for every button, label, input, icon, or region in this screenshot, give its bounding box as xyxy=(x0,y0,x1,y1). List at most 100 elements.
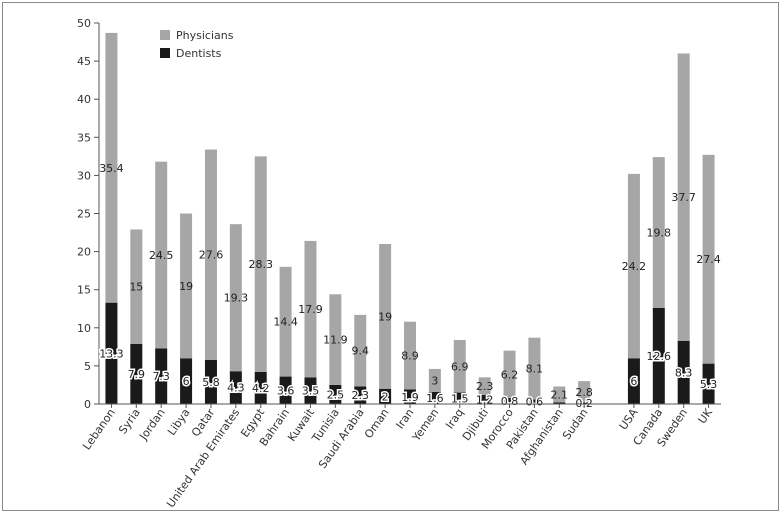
x-tick-label: Libya xyxy=(165,406,193,438)
bar-physicians xyxy=(404,321,416,390)
data-label-dentists: 1.9 xyxy=(401,391,419,404)
bar-dentists xyxy=(229,371,242,404)
bar-physicians xyxy=(578,381,591,403)
data-label-physicians: 19.8 xyxy=(647,227,672,240)
data-label-physicians: 15 xyxy=(129,281,143,294)
y-tick-label: 25 xyxy=(77,208,91,221)
data-label-physicians: 8.1 xyxy=(526,363,544,376)
bar-physicians xyxy=(503,350,516,398)
bar-dentists xyxy=(130,343,143,404)
bar-dentists xyxy=(478,394,491,404)
x-tick-label: Iran xyxy=(393,406,416,431)
stacked-bar-chart: 0 5 10 15 20 25 30 35 40 45 50 35.4 13.3 15 7.9 24.5 7.… xyxy=(77,17,721,510)
x-tick-label: Yemen xyxy=(409,406,441,444)
data-label-physicians: 27.4 xyxy=(696,253,721,266)
bar-dentists xyxy=(627,358,640,404)
data-label-physicians: 9.4 xyxy=(351,345,369,358)
x-tick-label: Lebanon xyxy=(80,406,118,452)
bar-dentists xyxy=(453,392,466,404)
bar-physicians xyxy=(453,339,466,393)
y-tick-label: 0 xyxy=(84,398,91,411)
bar-physicians xyxy=(254,156,267,372)
legend-swatch-physicians xyxy=(160,30,170,40)
legend: Physicians Dentists xyxy=(160,29,234,60)
bar-dentists xyxy=(428,391,441,404)
bar-physicians xyxy=(354,314,367,387)
data-label-physicians: 6.9 xyxy=(451,360,469,373)
bar-dentists xyxy=(254,371,267,404)
bar-dentists xyxy=(404,389,416,404)
y-tick-label: 35 xyxy=(77,131,91,144)
data-label-physicians: 28.3 xyxy=(248,258,273,271)
bar-physicians xyxy=(702,154,715,364)
bar-physicians xyxy=(130,229,143,344)
bar-dentists xyxy=(304,377,317,404)
data-label-dentists: 6 xyxy=(630,375,637,388)
data-label-physicians: 17.9 xyxy=(298,303,323,316)
bar-dentists xyxy=(180,358,193,404)
data-label-physicians: 11.9 xyxy=(323,334,348,347)
bar-dentists xyxy=(105,302,118,404)
bar-physicians xyxy=(553,386,566,403)
bar-physicians xyxy=(329,294,342,385)
data-label-physicians: 14.4 xyxy=(273,316,298,329)
data-label-dentists: 4.2 xyxy=(252,382,270,395)
y-tick-label: 30 xyxy=(77,169,91,182)
bar-dentists xyxy=(503,397,516,404)
data-label-dentists: 5.3 xyxy=(700,378,718,391)
bar-dentists xyxy=(677,340,690,404)
x-tick-label: UK xyxy=(696,406,716,427)
data-label-physicians: 3 xyxy=(431,374,438,387)
y-tick-label: 10 xyxy=(77,322,91,335)
bar-dentists xyxy=(204,359,217,404)
data-label-physicians: 8.9 xyxy=(401,350,419,363)
bar-physicians xyxy=(379,243,392,389)
bar-dentists xyxy=(528,399,541,404)
bar-dentists xyxy=(354,386,367,404)
bar-physicians xyxy=(304,240,317,378)
legend-swatch-dentists xyxy=(160,48,170,58)
data-label-dentists: 3.5 xyxy=(302,385,320,398)
bar-physicians xyxy=(478,377,491,395)
data-label-physicians: 19.3 xyxy=(224,292,249,305)
data-label-physicians: 24.2 xyxy=(622,260,647,273)
bar-physicians xyxy=(155,161,168,349)
data-label-physicians: 19 xyxy=(179,280,193,293)
data-label-dentists: 2.3 xyxy=(351,389,369,402)
bar-dentists xyxy=(155,348,168,404)
data-label-dentists: 6 xyxy=(183,375,190,388)
bar-dentists xyxy=(652,307,665,404)
y-axis: 0 5 10 15 20 25 30 35 40 45 50 xyxy=(77,17,100,411)
bars xyxy=(105,32,715,404)
data-label-dentists: 12.6 xyxy=(647,350,672,363)
data-label-dentists: 8.3 xyxy=(675,366,693,379)
bar-physicians xyxy=(652,157,665,308)
bar-dentists xyxy=(329,384,342,404)
bar-physicians xyxy=(229,224,242,372)
bar-physicians xyxy=(677,53,690,341)
bar-dentists xyxy=(279,376,292,404)
bar-dentists xyxy=(553,402,566,404)
data-label-dentists: 1.6 xyxy=(426,392,444,405)
data-label-dentists: 5.8 xyxy=(202,376,220,389)
bar-physicians xyxy=(528,337,541,400)
data-label-physicians: 35.4 xyxy=(99,162,124,175)
data-label-dentists: 4.3 xyxy=(227,382,245,395)
y-tick-label: 5 xyxy=(84,360,91,373)
data-label-physicians: 2.8 xyxy=(575,386,593,399)
bar-physicians xyxy=(627,173,640,359)
y-tick-label: 40 xyxy=(77,93,91,106)
x-tick-label: USA xyxy=(617,406,641,432)
bar-dentists xyxy=(379,388,392,404)
data-label-dentists: 2 xyxy=(382,390,389,403)
data-label-physicians: 24.5 xyxy=(149,249,174,262)
bar-physicians xyxy=(428,368,441,392)
bar-physicians xyxy=(279,266,292,377)
data-label-dentists: 3.6 xyxy=(277,384,295,397)
bar-dentists xyxy=(578,402,591,404)
data-label-dentists: 0.6 xyxy=(526,396,544,409)
data-label-dentists: 1.5 xyxy=(451,392,469,405)
data-label-dentists: 2.5 xyxy=(327,388,345,401)
data-label-physicians: 19 xyxy=(378,310,392,323)
